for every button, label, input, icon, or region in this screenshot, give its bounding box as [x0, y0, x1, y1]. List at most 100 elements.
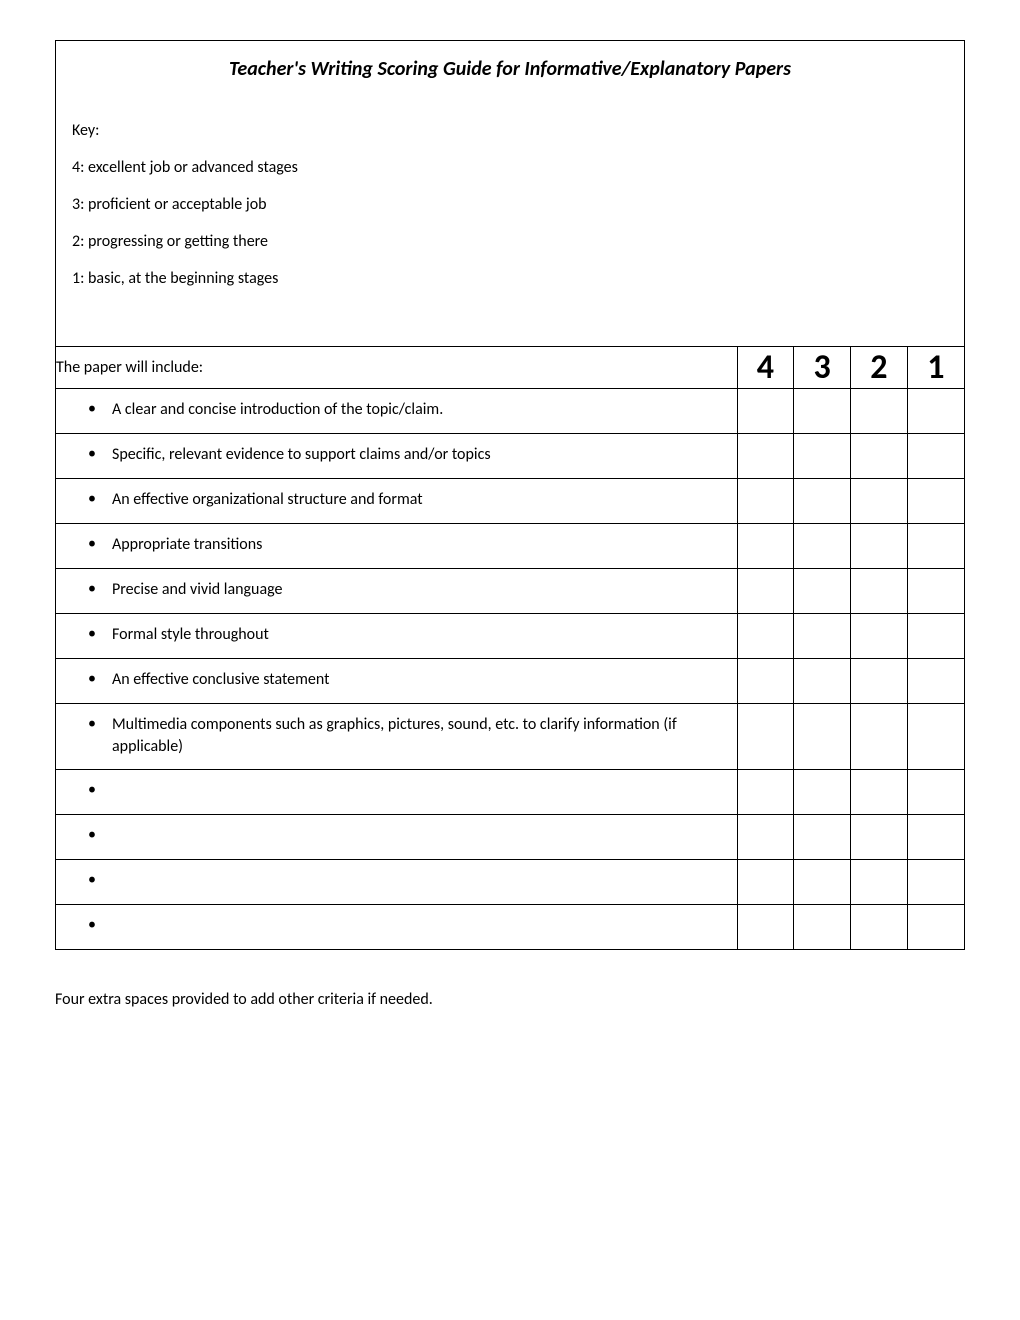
score-cell[interactable] [737, 859, 794, 904]
score-cell[interactable] [907, 769, 964, 814]
score-cell[interactable] [794, 389, 851, 434]
score-cell[interactable] [794, 904, 851, 949]
key-item-4: 4: excellent job or advanced stages [72, 158, 948, 177]
bullet-icon: • [88, 579, 96, 598]
score-cell[interactable] [851, 614, 908, 659]
score-cell[interactable] [851, 479, 908, 524]
score-cell[interactable] [737, 769, 794, 814]
score-cell[interactable] [907, 659, 964, 704]
score-cell[interactable] [907, 389, 964, 434]
score-cell[interactable] [737, 569, 794, 614]
key-item-3: 3: proficient or acceptable job [72, 195, 948, 214]
score-cell[interactable] [737, 434, 794, 479]
criteria-cell-empty[interactable]: • [56, 770, 737, 814]
score-cell[interactable] [794, 814, 851, 859]
bullet-icon: • [88, 534, 96, 553]
score-cell[interactable] [907, 859, 964, 904]
bullet-icon: • [88, 825, 96, 844]
criteria-cell-empty[interactable]: • [56, 905, 737, 949]
score-cell[interactable] [907, 814, 964, 859]
score-cell[interactable] [851, 704, 908, 770]
key-item-1: 1: basic, at the beginning stages [72, 269, 948, 288]
table-row: • Precise and vivid language [56, 569, 964, 614]
table-row: • [56, 814, 964, 859]
table-row: • [56, 904, 964, 949]
score-cell[interactable] [907, 479, 964, 524]
bullet-icon: • [88, 780, 96, 799]
score-cell[interactable] [907, 524, 964, 569]
bullet-icon: • [88, 870, 96, 889]
score-cell[interactable] [737, 479, 794, 524]
score-cell[interactable] [794, 524, 851, 569]
score-cell[interactable] [851, 524, 908, 569]
criteria-text: An effective organizational structure an… [112, 490, 423, 509]
score-cell[interactable] [737, 389, 794, 434]
score-cell[interactable] [737, 704, 794, 770]
score-cell[interactable] [794, 614, 851, 659]
score-cell[interactable] [794, 659, 851, 704]
score-cell[interactable] [794, 479, 851, 524]
rubric-table: The paper will include: 4 3 2 1 •A clear… [56, 347, 964, 949]
table-row: • An effective organizational structure a… [56, 479, 964, 524]
criteria-cell-empty[interactable]: • [56, 815, 737, 859]
key-label: Key: [72, 121, 948, 140]
criteria-header: The paper will include: [56, 347, 737, 389]
table-row: • [56, 859, 964, 904]
criteria-text: Specific, relevant evidence to support c… [112, 445, 491, 464]
score-header-1: 1 [907, 347, 964, 389]
bullet-icon: • [88, 444, 96, 463]
criteria-text: Formal style throughout [112, 625, 269, 644]
criteria-text: Multimedia components such as graphics, … [112, 715, 677, 756]
criteria-cell-empty[interactable]: • [56, 860, 737, 904]
bullet-icon: • [88, 714, 96, 733]
criteria-cell: • An effective conclusive statement [56, 659, 737, 703]
rubric-container: Teacher's Writing Scoring Guide for Info… [55, 40, 965, 950]
criteria-cell: • Specific, relevant evidence to support … [56, 434, 737, 478]
table-row: • Formal style throughout [56, 614, 964, 659]
score-cell[interactable] [737, 814, 794, 859]
score-cell[interactable] [851, 659, 908, 704]
table-row: • An effective conclusive statement [56, 659, 964, 704]
criteria-text: An effective conclusive statement [112, 670, 330, 689]
table-row: • Specific, relevant evidence to support … [56, 434, 964, 479]
criteria-cell: • An effective organizational structure a… [56, 479, 737, 523]
score-cell[interactable] [851, 904, 908, 949]
score-cell[interactable] [794, 569, 851, 614]
bullet-icon: • [88, 669, 96, 688]
score-cell[interactable] [737, 659, 794, 704]
document-title: Teacher's Writing Scoring Guide for Info… [72, 57, 948, 81]
table-header-row: The paper will include: 4 3 2 1 [56, 347, 964, 389]
criteria-text: Appropriate transitions [112, 535, 262, 554]
score-cell[interactable] [907, 904, 964, 949]
score-cell[interactable] [851, 769, 908, 814]
score-cell[interactable] [851, 814, 908, 859]
score-header-2: 2 [851, 347, 908, 389]
score-cell[interactable] [794, 704, 851, 770]
score-cell[interactable] [794, 769, 851, 814]
score-cell[interactable] [737, 904, 794, 949]
score-cell[interactable] [907, 614, 964, 659]
score-cell[interactable] [737, 524, 794, 569]
score-cell[interactable] [851, 389, 908, 434]
score-cell[interactable] [737, 614, 794, 659]
score-cell[interactable] [907, 434, 964, 479]
bullet-icon: • [88, 489, 96, 508]
criteria-cell: • Multimedia components such as graphics,… [56, 704, 737, 769]
criteria-cell: • Formal style throughout [56, 614, 737, 658]
criteria-text: Precise and vivid language [112, 580, 282, 599]
score-cell[interactable] [851, 859, 908, 904]
score-cell[interactable] [851, 434, 908, 479]
score-cell[interactable] [794, 434, 851, 479]
score-cell[interactable] [907, 569, 964, 614]
table-row: • Multimedia components such as graphics,… [56, 704, 964, 770]
key-item-2: 2: progressing or getting there [72, 232, 948, 251]
score-cell[interactable] [907, 704, 964, 770]
score-cell[interactable] [851, 569, 908, 614]
bullet-icon: • [88, 915, 96, 934]
table-row: • [56, 769, 964, 814]
bullet-icon: • [88, 399, 96, 418]
bullet-icon: • [88, 624, 96, 643]
score-cell[interactable] [794, 859, 851, 904]
criteria-cell: •A clear and concise introduction of the… [56, 389, 737, 433]
header-section: Teacher's Writing Scoring Guide for Info… [56, 41, 964, 347]
